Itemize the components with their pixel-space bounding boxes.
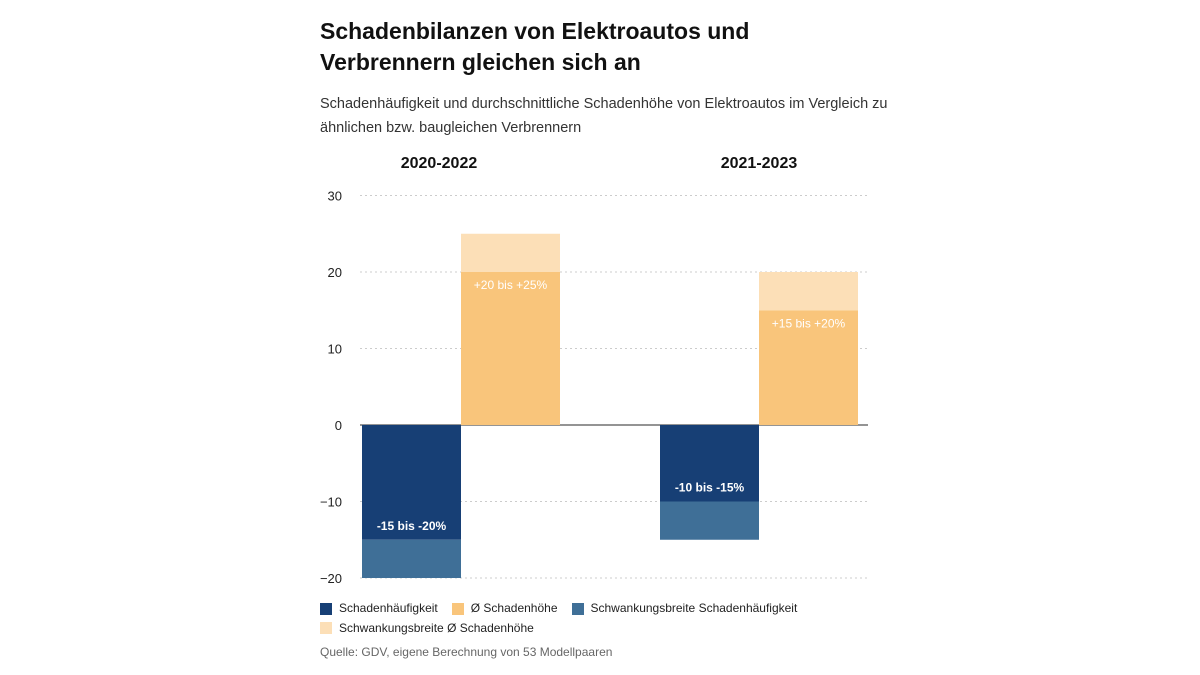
data-label-schadenhoehe: +15 bis +20% xyxy=(772,316,846,330)
y-tick-label: 30 xyxy=(328,189,342,204)
y-tick-label: −10 xyxy=(320,495,342,510)
data-label-schadenhaeufigkeit: -10 bis -15% xyxy=(675,481,745,495)
legend-swatch xyxy=(320,622,332,634)
bar-schwankungsbreite-schadenhoehe xyxy=(461,233,560,272)
period-label-2020-2022: 2020-2022 xyxy=(400,155,478,172)
bar-schadenhoehe xyxy=(461,272,560,425)
legend-swatch xyxy=(451,602,464,615)
bar-schwankungsbreite-schadenhaeufigkeit xyxy=(660,501,759,540)
legend-item: Schadenhäufigkeit xyxy=(320,600,438,617)
chart-subtitle: Schadenhäufigkeit und durchschnittliche … xyxy=(320,96,888,136)
period-label-2021-2023: 2021-2023 xyxy=(720,155,798,172)
bar-chart: 30 20 10 0 −10 −20 -15 bis -20% +20 bis +25% -10… xyxy=(320,189,868,585)
legend-item: Ø Schadenhöhe xyxy=(451,600,558,617)
bar-schadenhaeufigkeit xyxy=(660,425,759,502)
legend-swatch xyxy=(571,602,584,615)
legend-label: Schwankungsbreite Ø Schadenhöhe xyxy=(339,620,534,635)
source-note: Quelle: GDV, eigene Berechnung von 53 Mo… xyxy=(320,645,613,659)
data-label-schadenhaeufigkeit: -15 bis -20% xyxy=(377,519,447,533)
legend-label: Schwankungsbreite Schadenhäufigkeit xyxy=(590,601,798,615)
legend-label: Schadenhäufigkeit xyxy=(339,601,438,615)
bar-schadenhoehe xyxy=(759,310,858,425)
y-tick-label: 0 xyxy=(335,418,342,433)
bar-schwankungsbreite-schadenhoehe xyxy=(759,272,858,311)
y-tick-label: 10 xyxy=(328,342,342,357)
bar-schwankungsbreite-schadenhaeufigkeit xyxy=(362,539,461,578)
legend-label: Ø Schadenhöhe xyxy=(470,601,558,615)
chart-legend: Schadenhäufigkeit Ø Schadenhöhe Schwankung… xyxy=(320,600,880,639)
y-tick-label: 20 xyxy=(328,265,342,280)
legend-item: Schwankungsbreite Ø Schadenhöhe xyxy=(320,620,534,637)
legend-item: Schwankungsbreite Schadenhäufigkeit xyxy=(571,600,798,617)
chart-title: Schadenbilanzen von Elektroautos und Ver… xyxy=(320,18,750,75)
legend-swatch xyxy=(320,602,332,615)
data-label-schadenhoehe: +20 bis +25% xyxy=(474,278,548,292)
y-tick-label: −20 xyxy=(320,571,342,585)
bar-schadenhaeufigkeit xyxy=(362,425,461,540)
